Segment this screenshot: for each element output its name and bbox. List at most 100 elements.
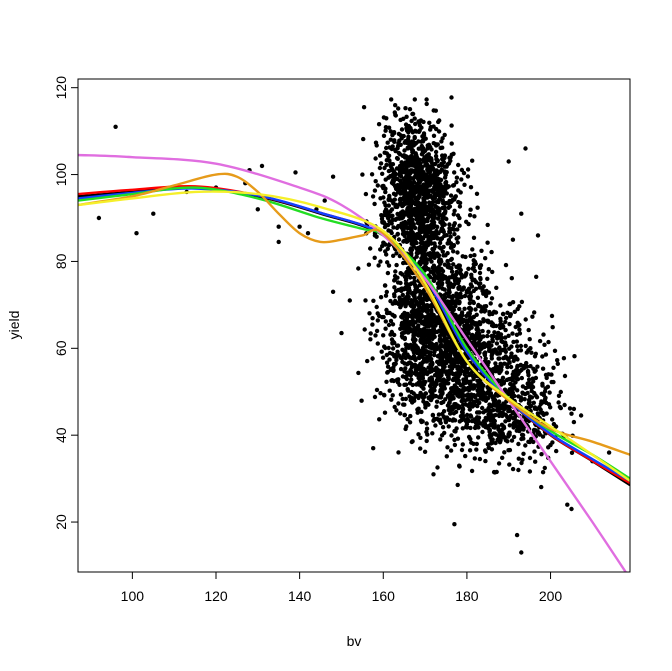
data-point (528, 364, 533, 369)
data-point (468, 253, 473, 259)
data-point (385, 364, 391, 369)
data-point (361, 136, 366, 142)
data-point (514, 372, 519, 377)
data-point (369, 172, 375, 177)
data-point (402, 382, 407, 387)
data-point (435, 216, 441, 221)
data-point (466, 266, 471, 271)
data-point (452, 301, 457, 306)
data-point (383, 293, 389, 298)
data-point (519, 460, 524, 466)
data-point (425, 336, 430, 342)
data-point (399, 356, 405, 361)
data-point (416, 406, 421, 411)
data-point (533, 393, 538, 398)
data-point (420, 308, 425, 313)
data-point (449, 275, 455, 280)
data-point (510, 300, 516, 305)
data-point (454, 175, 460, 180)
data-point (485, 333, 490, 339)
data-point (410, 337, 416, 342)
data-point (394, 300, 399, 305)
data-point (410, 323, 416, 328)
data-point (389, 146, 394, 152)
data-point (407, 313, 412, 319)
data-point (415, 325, 420, 330)
data-point (391, 361, 397, 367)
data-point (441, 212, 446, 217)
data-point (546, 445, 551, 450)
data-point (519, 432, 525, 437)
data-point (430, 362, 435, 367)
data-point (424, 101, 429, 107)
data-point (368, 331, 373, 336)
data-point (390, 346, 396, 351)
data-point (497, 379, 503, 384)
data-point (377, 165, 383, 171)
data-point (424, 173, 429, 178)
data-point (429, 303, 434, 308)
data-point (430, 412, 436, 418)
data-point (405, 287, 410, 292)
data-point (410, 111, 416, 117)
data-point (415, 410, 420, 415)
data-point (501, 356, 506, 361)
data-point (437, 186, 442, 192)
data-point (500, 435, 506, 440)
data-point (390, 393, 395, 398)
data-point (482, 448, 488, 453)
data-point (449, 141, 454, 146)
data-point (547, 390, 552, 395)
data-point (427, 120, 432, 126)
data-point (519, 299, 525, 305)
data-point (416, 355, 421, 360)
data-point (383, 128, 388, 133)
data-point (532, 310, 537, 315)
data-point (399, 320, 405, 326)
data-point (507, 321, 512, 327)
data-point (483, 350, 488, 355)
data-point (426, 365, 431, 370)
data-point (549, 313, 555, 319)
data-point (432, 223, 438, 229)
data-point (383, 345, 388, 351)
data-point (442, 216, 448, 221)
data-point (469, 440, 474, 445)
data-point (417, 331, 422, 337)
data-point (463, 402, 469, 407)
data-point (424, 97, 429, 102)
data-point (415, 246, 421, 252)
data-point (454, 180, 459, 185)
data-point (408, 373, 413, 378)
data-point (502, 450, 507, 455)
data-point (500, 311, 506, 317)
data-point (376, 122, 382, 127)
data-point (448, 448, 454, 453)
data-point (432, 349, 437, 355)
data-point (442, 175, 448, 180)
data-point (434, 341, 439, 347)
data-point (454, 236, 459, 241)
data-point (370, 194, 376, 199)
data-point (515, 348, 521, 353)
data-point (479, 388, 484, 393)
data-point (418, 337, 423, 342)
data-point (448, 241, 454, 246)
data-point (462, 306, 467, 311)
data-point (411, 309, 416, 314)
data-point (502, 347, 507, 352)
data-point (438, 437, 443, 442)
data-point (447, 222, 452, 227)
data-point (458, 291, 463, 296)
data-point (356, 266, 361, 271)
data-point (400, 184, 406, 189)
data-point (481, 410, 486, 415)
data-point (402, 336, 407, 342)
data-point (429, 218, 435, 224)
data-point (381, 392, 387, 398)
data-point (508, 381, 513, 387)
data-point (472, 214, 477, 219)
data-point (440, 223, 446, 228)
data-point (523, 146, 528, 151)
